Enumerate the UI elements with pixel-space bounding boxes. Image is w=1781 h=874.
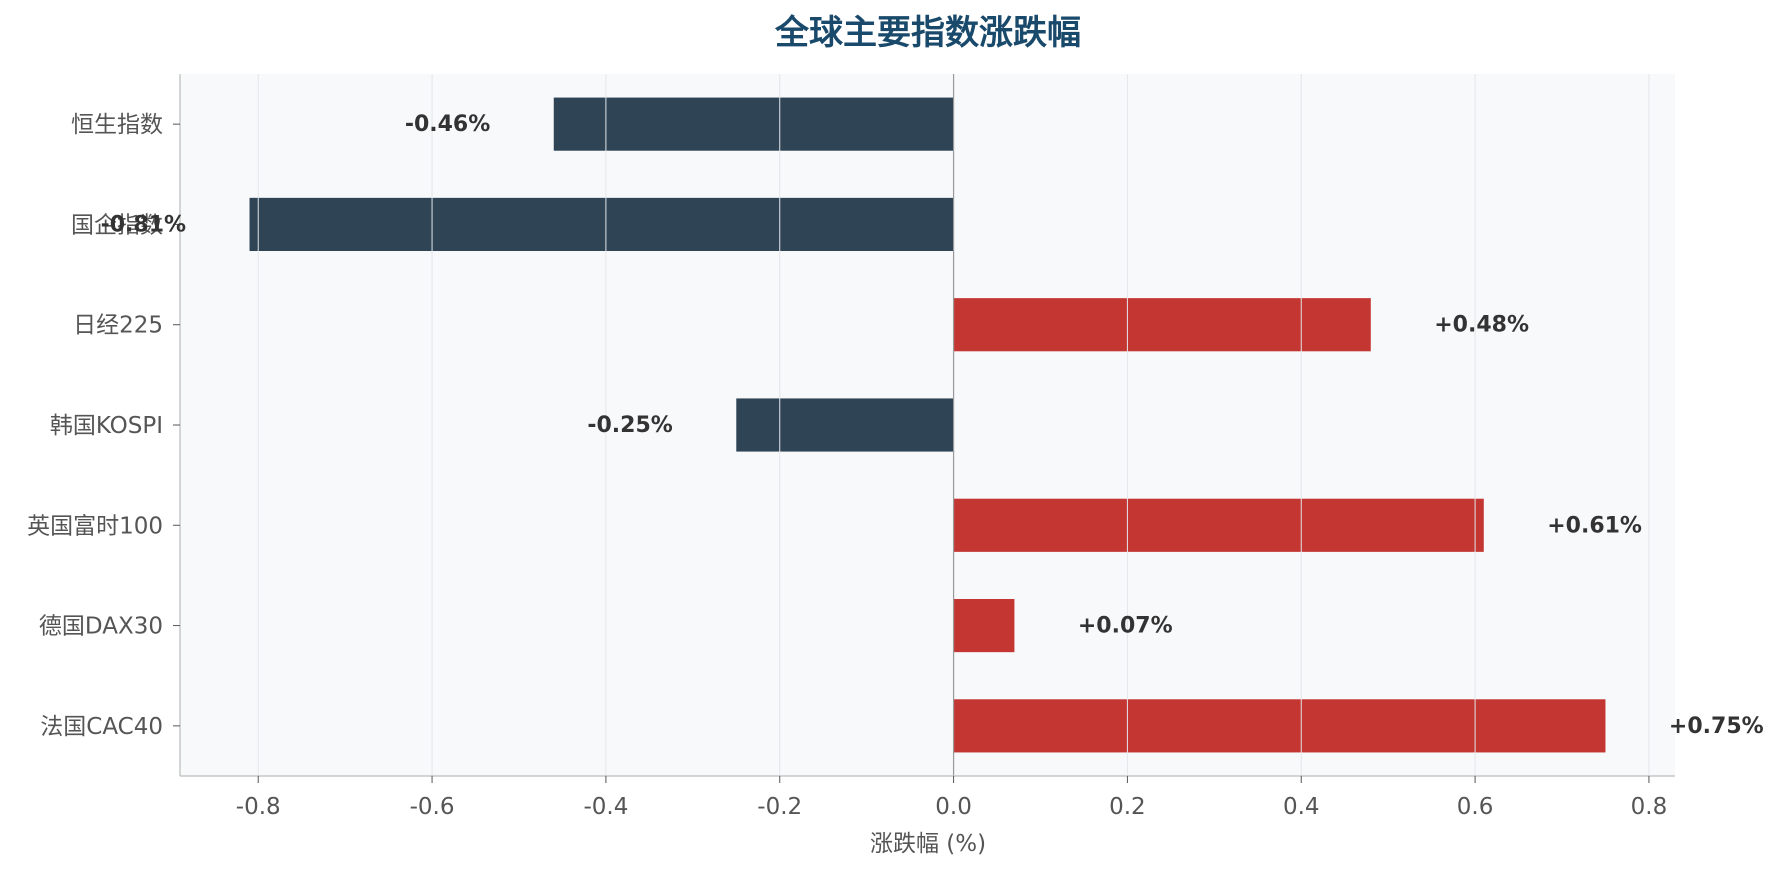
y-tick-label: 国企指数 [71,212,163,238]
bar [249,197,954,252]
x-tick-label: -0.4 [583,794,628,820]
x-tick-label: 0.6 [1457,794,1494,820]
bar [953,699,1606,753]
x-tick-label: 0.8 [1631,794,1668,820]
y-tick-label: 韩国KOSPI [50,413,163,439]
x-axis-title: 涨跌幅 (%) [870,831,986,857]
x-tick-label: -0.2 [757,794,802,820]
bar [953,298,1371,352]
y-tick-label: 法国CAC40 [40,714,163,740]
value-label: +0.61% [1547,513,1642,538]
y-tick-label: 德国DAX30 [39,614,163,640]
x-tick-label: -0.8 [236,794,281,820]
value-label: -0.46% [405,112,490,137]
value-label: +0.07% [1078,614,1173,639]
x-tick-label: 0.2 [1109,794,1146,820]
bar [553,97,954,151]
grid-lines [257,74,1650,776]
chart-title: 全球主要指数涨跌幅 [774,13,1081,53]
value-label: +0.75% [1669,714,1764,739]
x-tick-label: -0.6 [410,794,455,820]
value-label: -0.25% [587,413,672,438]
value-label: -0.81% [101,212,186,237]
x-tick-label: 0.0 [935,794,972,820]
value-labels: -0.46% -0.81% +0.48% -0.25% +0.61% +0.07% +0.7… [101,112,1764,739]
y-tick-label: 恒生指数 [71,112,163,138]
bar [953,598,1015,653]
x-tick-label: 0.4 [1283,794,1320,820]
y-tick-label: 英国富时100 [27,513,163,539]
bar [736,398,954,452]
value-label: +0.48% [1434,313,1529,338]
x-axis-ticks: -0.8 -0.6 -0.4 -0.2 0.0 0.2 0.4 0.6 0.8 [236,776,1667,820]
y-tick-label: 日经225 [73,313,163,339]
bar [953,498,1484,552]
